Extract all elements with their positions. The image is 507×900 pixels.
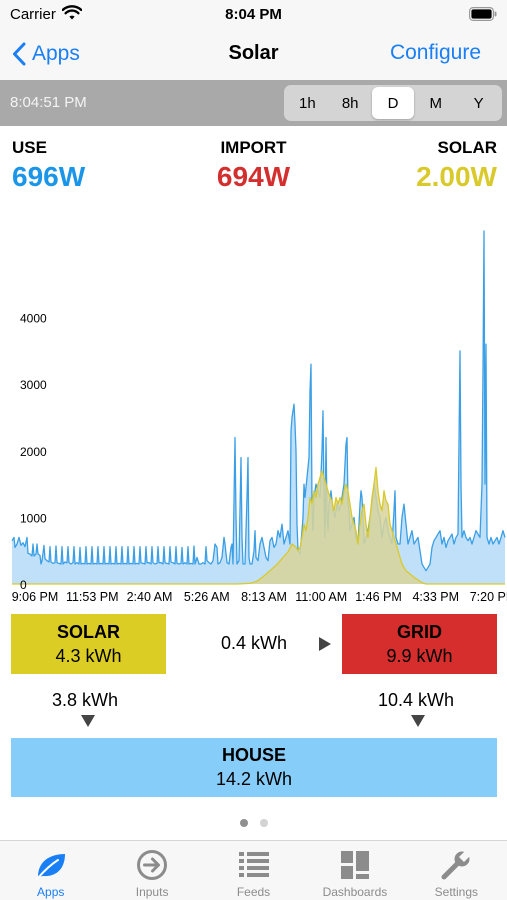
grid-energy-box: GRID 9.9 kWh bbox=[342, 614, 497, 674]
dashboard-icon bbox=[338, 848, 372, 882]
house-box-value: 14.2 kWh bbox=[215, 769, 293, 789]
page-indicator[interactable] bbox=[0, 819, 507, 827]
x-tick-label: 8:13 AM bbox=[241, 590, 287, 604]
tab-label: Dashboards bbox=[322, 885, 388, 899]
y-tick-label: 4000 bbox=[20, 312, 47, 326]
leaf-icon bbox=[34, 848, 68, 882]
tab-label: Inputs bbox=[135, 885, 169, 899]
solar-box-title: SOLAR bbox=[57, 621, 120, 642]
tab-settings[interactable]: Settings bbox=[406, 841, 507, 900]
y-tick-label: 2000 bbox=[20, 445, 47, 459]
import-label: IMPORT bbox=[220, 138, 287, 157]
tab-label: Apps bbox=[37, 885, 65, 899]
range-option-8h[interactable]: 8h bbox=[341, 94, 359, 112]
y-tick-label: 3000 bbox=[20, 378, 47, 392]
solar-energy-box: SOLAR 4.3 kWh bbox=[11, 614, 166, 674]
y-tick-label: 1000 bbox=[20, 511, 47, 525]
x-tick-label: 11:53 PM bbox=[66, 590, 119, 604]
page-dot[interactable] bbox=[259, 819, 268, 827]
solar-readout: SOLAR 2.00W bbox=[416, 138, 497, 193]
solar-to-house-value: 3.8 kWh bbox=[52, 690, 119, 710]
carrier-label: Carrier bbox=[10, 6, 56, 23]
use-label: USE bbox=[12, 138, 47, 157]
solar-series-area bbox=[12, 467, 505, 584]
back-label: Apps bbox=[32, 42, 80, 65]
import-readout: IMPORT 694W bbox=[0, 138, 507, 193]
last-update-time: 8:04:51 PM bbox=[10, 94, 87, 111]
power-chart[interactable]: 0 1000 2000 3000 4000 9:06 PM 11:53 PM 2:40 AM 5… bbox=[0, 200, 507, 610]
back-button[interactable]: Apps bbox=[12, 40, 80, 68]
page-dot-current[interactable] bbox=[239, 819, 248, 827]
grid-box-value: 9.9 kWh bbox=[386, 645, 453, 666]
x-tick-label: 7:20 PM bbox=[470, 590, 507, 604]
use-series-line bbox=[11, 230, 506, 572]
y-tick-label: 0 bbox=[20, 578, 27, 592]
tab-feeds[interactable]: Feeds bbox=[203, 841, 304, 900]
page-title: Solar bbox=[228, 42, 279, 64]
x-tick-label: 5:26 AM bbox=[184, 590, 230, 604]
grid-box-title: GRID bbox=[397, 621, 442, 642]
range-option-month[interactable]: M bbox=[429, 94, 443, 112]
x-tick-label: 11:00 AM bbox=[295, 590, 347, 604]
arrow-right-icon bbox=[319, 637, 331, 651]
grid-to-house-value: 10.4 kWh bbox=[378, 690, 455, 710]
arrow-down-icon bbox=[411, 715, 425, 727]
chevron-left-icon bbox=[13, 42, 26, 66]
range-option-1h[interactable]: 1h bbox=[299, 94, 316, 112]
use-series-area bbox=[12, 231, 505, 584]
x-tick-label: 9:06 PM bbox=[12, 590, 59, 604]
import-value: 694W bbox=[216, 161, 291, 192]
tab-label: Feeds bbox=[236, 885, 271, 899]
battery-icon bbox=[469, 7, 497, 26]
house-box-title: HOUSE bbox=[221, 745, 286, 765]
solar-box-value: 4.3 kWh bbox=[55, 645, 122, 666]
tab-apps[interactable]: Apps bbox=[0, 841, 101, 900]
use-readout: USE 696W bbox=[12, 138, 85, 193]
arrow-circle-icon bbox=[135, 848, 169, 882]
wifi-icon bbox=[61, 5, 83, 26]
tab-dashboards[interactable]: Dashboards bbox=[304, 841, 405, 900]
x-tick-label: 1:46 PM bbox=[355, 590, 402, 604]
tab-label: Settings bbox=[434, 885, 478, 899]
list-icon bbox=[237, 848, 271, 882]
wrench-icon bbox=[439, 848, 473, 882]
solar-to-grid-value: 0.4 kWh bbox=[220, 633, 288, 653]
x-tick-label: 4:33 PM bbox=[412, 590, 459, 604]
status-time: 8:04 PM bbox=[225, 6, 282, 23]
configure-button[interactable]: Configure bbox=[389, 41, 481, 64]
range-selector: 1h 8h D M Y bbox=[284, 85, 502, 121]
navigation-bar: Apps Solar Configure bbox=[0, 30, 507, 80]
x-tick-label: 2:40 AM bbox=[127, 590, 173, 604]
solar-value: 2.00W bbox=[416, 161, 497, 192]
solar-series-line bbox=[12, 466, 505, 585]
range-bar: 8:04:51 PM 1h 8h D M Y bbox=[0, 80, 507, 126]
use-value: 696W bbox=[12, 161, 86, 192]
range-option-year[interactable]: Y bbox=[473, 94, 484, 112]
tab-bar: Apps Inputs Feeds bbox=[0, 840, 507, 900]
house-energy-box: HOUSE 14.2 kWh bbox=[11, 738, 497, 797]
range-option-day[interactable]: D bbox=[371, 87, 415, 119]
arrow-down-icon bbox=[81, 715, 95, 727]
tab-inputs[interactable]: Inputs bbox=[101, 841, 202, 900]
solar-label: SOLAR bbox=[437, 138, 498, 157]
status-bar: Carrier 8:04 PM bbox=[0, 0, 507, 30]
